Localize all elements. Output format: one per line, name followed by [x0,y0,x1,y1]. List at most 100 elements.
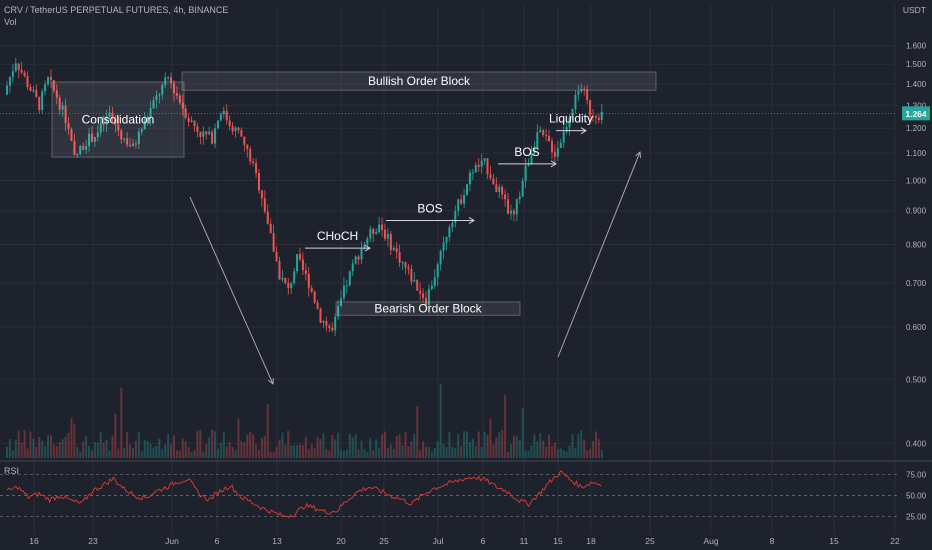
volume-bar [85,435,88,458]
volume-bar [44,446,47,458]
volume-bar [170,443,173,458]
candle-body [173,83,176,94]
candle-body [533,147,536,154]
candle-body [167,77,170,79]
candle-body [454,211,457,223]
candle-body [79,145,82,154]
volume-bar [574,447,577,458]
volume-bar [507,451,510,458]
candles [6,57,603,336]
choch-arrowhead [364,244,371,252]
rsi-tick-label: 50.00 [906,492,927,501]
candle-body [70,129,73,141]
candle-body [152,100,155,109]
volume-bar [360,440,363,458]
candle-body [266,211,269,224]
time-tick-label: 6 [481,536,486,546]
candle-body [275,251,278,261]
volume-bar [536,441,539,458]
candle-body [448,227,451,238]
volume-bar [389,444,392,458]
candle-body [126,138,129,145]
candle-body [164,77,167,86]
volume-bar [594,431,597,458]
candle-body [202,131,205,137]
candle-body [466,184,469,196]
volume-bar [246,434,249,458]
time-tick-label: Jul [433,536,444,546]
candle-body [64,105,67,124]
volume-bar [269,451,272,458]
candle-body [530,153,533,164]
candle-body [73,140,76,155]
volume-bar [445,447,448,458]
candle-body [301,259,304,271]
candle-body [193,120,196,127]
candle-body [149,108,152,118]
candle-body [328,325,331,328]
volume-bar [301,445,304,458]
candle-body [287,283,290,289]
volume-bar [96,442,99,458]
volume-bar [354,434,357,458]
time-tick-label: 8 [770,536,775,546]
candle-body [372,228,375,234]
rsi-pane: 75.00 50.00 25.00 [0,470,927,522]
volume-bar [257,450,260,458]
volume-bar [495,437,498,458]
volume-bar [266,404,269,458]
volume-bar [316,436,319,458]
volume-bar [471,438,474,458]
volume-bar [466,431,469,458]
bos-2-label: BOS [514,145,539,159]
candle-body [214,128,217,144]
candle-body [175,93,178,96]
volume-bar [20,442,23,458]
volume-bar [342,450,345,458]
volume-bar [193,449,196,458]
candle-body [85,146,88,150]
candle-body [527,163,530,166]
candle-body [299,254,301,260]
volume-bar [196,430,199,458]
candle-body [319,308,322,323]
volume-bar [501,430,504,458]
candle-body [222,110,225,115]
time-tick-label: 25 [645,536,655,546]
volume-bar [442,444,445,458]
volume-bar [49,435,52,458]
volume-bar [372,450,375,458]
candle-body [178,95,181,103]
volume-bar [243,442,246,458]
time-tick-label: 6 [215,536,220,546]
candle-body [342,285,345,299]
candle-body [190,120,193,122]
volume-bar [164,444,167,458]
candle-body [422,293,425,298]
volume-bar [310,444,313,458]
candle-body [11,71,14,77]
volume-bar [515,435,518,458]
volume-bar [357,449,360,458]
volume-bar [577,433,580,458]
candle-body [240,130,243,137]
volume-bar [340,449,343,458]
rsi-series-line [6,470,602,518]
candle-body [228,120,231,127]
candle-body [597,117,600,121]
liquidity-label: Liquidity [549,112,593,126]
volume-bar [237,418,240,458]
candle-body [255,163,258,173]
volume-bar [293,445,296,458]
volume-bar [586,450,589,458]
candle-body [237,127,240,131]
volume-bar [290,445,293,458]
candle-body [586,89,589,101]
bos-2-arrowhead [550,160,557,168]
volume-bar [395,435,398,458]
volume-bar [131,448,134,458]
volume-bar [17,430,20,458]
volume-bar [568,445,571,458]
volume-bar [299,444,301,458]
